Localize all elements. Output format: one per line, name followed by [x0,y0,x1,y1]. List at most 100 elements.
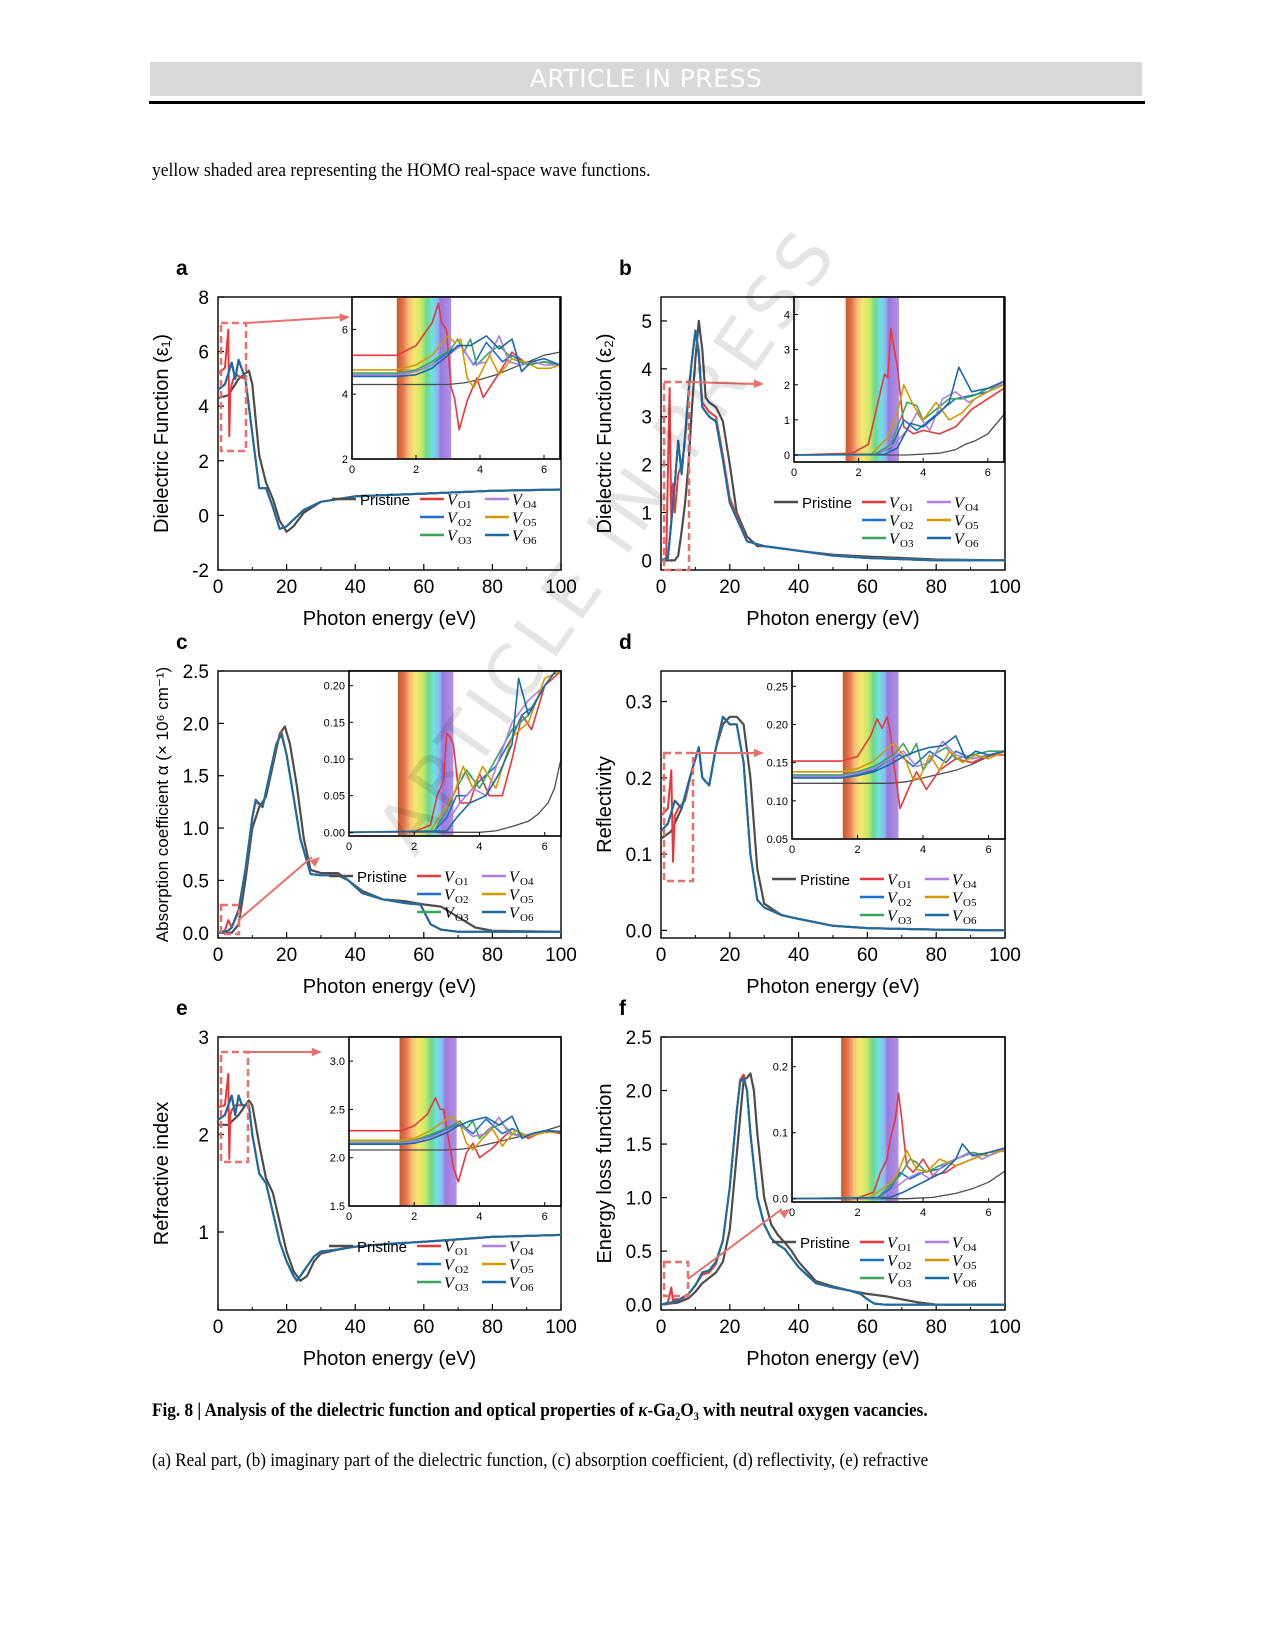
inset-y-tick-label: 0.20 [767,719,788,731]
inset-e: 0 2 4 6 1.5 2.0 2.5 3.0 [330,1036,562,1223]
inset-frame-border [791,670,1006,840]
visible-spectrum-band [396,298,452,458]
series-VO6 [661,1076,1005,1306]
x-tick-label: 0 [656,945,667,966]
inset-x-tick-label: 2 [413,464,419,476]
inset-series-Pristine [792,1170,1005,1200]
legend-label-subscript: O5 [523,517,537,529]
legend-label: V [889,495,901,512]
inset-x-tick-label: 2 [856,467,862,479]
legend-item-VO6: V O6 [482,905,534,924]
legend-label-subscript: O3 [898,915,912,927]
inset-x-tick-label: 0 [791,467,797,479]
legend-item-VO2: V O2 [420,510,471,529]
legend-item-Pristine: Pristine [332,492,410,509]
inset-y-tick-label: 4 [342,389,348,401]
legend-item-VO5: V O5 [485,510,537,529]
x-tick-label: 0 [213,577,224,598]
x-tick-label: 40 [345,945,366,966]
legend-label: V [889,531,901,548]
y-tick-label: 1.5 [183,767,209,788]
legend-item-VO2: V O2 [860,1253,911,1272]
legend-label-subscript: O4 [963,1242,977,1254]
inset-series-VO1 [352,302,560,431]
x-tick-label: 60 [413,1317,434,1338]
inset-y-tick-label: 3 [784,345,790,357]
legend-label-subscript: O2 [455,894,468,906]
legend-label: V [887,1235,899,1252]
y-tick-label: 4 [641,360,652,381]
x-tick-label: 100 [545,1317,577,1338]
inset-y-tick-label: 0.0 [773,1194,788,1206]
x-tick-label: 60 [413,945,434,966]
y-tick-label: 5 [641,312,652,333]
panel-label-b: b [619,257,632,280]
legend-label: V [444,905,456,922]
y-tick-label: 0 [198,506,209,527]
inset-series-VO1 [794,327,1004,456]
inset-x-tick-label: 6 [541,464,547,476]
series-VO6 [661,715,1005,932]
inset-y-tick-label: 1.5 [330,1201,345,1213]
legend-label: V [887,890,899,907]
inset-y-tick-label: 0.05 [324,791,345,803]
legend-label-subscript: O5 [520,894,534,906]
legend-label: V [509,1275,521,1292]
legend-item-VO4: V O4 [482,1239,534,1258]
legend-label-subscript: O3 [900,538,914,550]
zoom-arrow-head [753,748,764,758]
x-tick-label: 0 [656,577,667,598]
legend-label: V [887,1271,899,1288]
x-tick-label: 80 [482,945,503,966]
y-tick-label: 1 [641,504,652,525]
panel-label-c: c [176,631,188,654]
caption-formula: -Ga₂O₃ [647,1400,699,1421]
inset-series-VO4 [792,1148,1005,1200]
inset-series-Pristine [352,351,560,386]
legend-label: V [509,905,521,922]
legend-label: Pristine [357,1239,407,1256]
inset-series-VO3 [792,742,1005,776]
legend-item-Pristine: Pristine [774,495,852,512]
inset-y-tick-label: 0.15 [324,717,345,729]
inset-x-tick-label: 0 [346,841,352,853]
inset-y-tick-label: 0 [784,450,790,462]
legend-b: Pristine V O1 V O4V O2 V O5V O3 V O6 [774,495,979,550]
zoom-arrow [238,856,313,921]
zoom-region-box [662,1260,690,1298]
visible-spectrum-band [842,672,899,838]
legend-label: V [444,1275,456,1292]
figure-caption-body: (a) Real part, (b) imaginary part of the… [152,1450,929,1471]
legend-label-subscript: O3 [455,1282,469,1294]
inset-series-VO3 [792,1148,1005,1200]
legend-label-subscript: O6 [520,912,534,924]
x-tick-label: 20 [719,945,740,966]
inset-x-tick-label: 6 [542,841,548,853]
x-tick-label: 100 [989,945,1021,966]
x-tick-label: 80 [482,577,503,598]
legend-item-VO4: V O4 [925,872,977,891]
y-tick-label: 1.0 [626,1189,652,1210]
x-axis-label: Photon energy (eV) [303,976,476,998]
y-axis-label: Dielectric Function (ε₁) [151,334,173,533]
inset-d: 0 2 4 6 0.05 0.10 0.15 0.20 0.25 [767,670,1006,856]
legend-label: V [444,1239,456,1256]
panel-label-e: e [176,997,188,1020]
legend-item-VO5: V O5 [925,1253,977,1272]
legend-label-subscript: O4 [520,1246,534,1258]
series-VO6 [661,329,1005,562]
legend-item-Pristine: Pristine [329,869,407,886]
y-axis-label: Reflectivity [594,756,616,853]
legend-label: V [512,492,524,509]
inset-series-VO3 [352,338,560,374]
x-tick-label: 100 [989,577,1021,598]
inset-x-tick-label: 2 [854,1207,860,1219]
inset-x-tick-label: 0 [789,844,795,856]
caption-title-prefix: Fig. 8 | Analysis of the dielectric func… [152,1400,639,1421]
y-tick-label: 0.0 [626,921,652,942]
legend-label: V [447,510,459,527]
legend-label: V [954,513,966,530]
legend-item-VO3: V O3 [417,905,469,924]
legend-item-Pristine: Pristine [772,1235,850,1252]
